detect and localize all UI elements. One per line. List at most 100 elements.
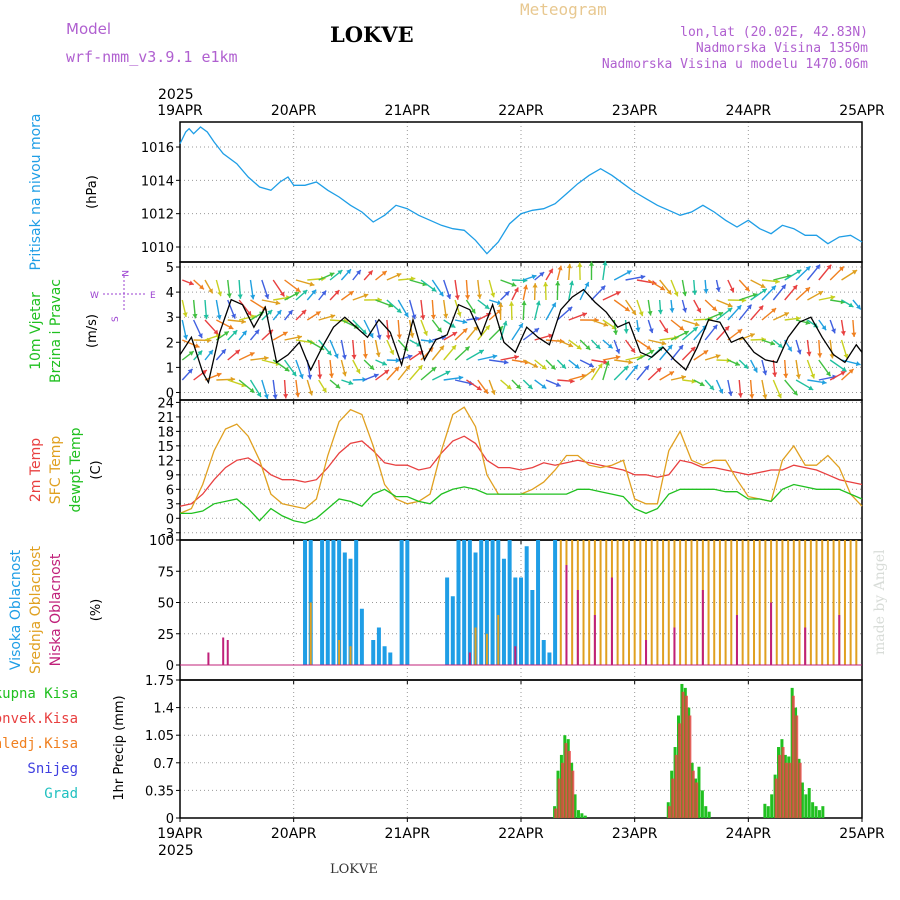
wind-arrowhead <box>396 272 402 278</box>
wind-arrowhead <box>590 368 596 374</box>
precip-ytick-label: 0.35 <box>145 784 174 799</box>
wind-arrowhead <box>727 307 733 313</box>
wind-arrowhead <box>848 302 854 308</box>
wind-arrowhead <box>213 329 219 335</box>
wind-arrowhead <box>250 294 256 300</box>
wind-arrowhead <box>291 371 297 377</box>
wind-arrowhead <box>703 288 709 294</box>
wind-arrowhead <box>762 370 768 376</box>
wind-arrowhead <box>795 374 801 379</box>
precip-bar-0 <box>804 794 808 818</box>
watermark: made by Angel <box>872 549 888 656</box>
wind-arrowhead <box>282 331 288 337</box>
wind-arrowhead <box>321 387 327 393</box>
wind-arrowhead <box>405 365 411 371</box>
wind-arrowhead <box>694 321 700 327</box>
wind-arrowhead <box>476 294 483 299</box>
pressure-panel: 1010 1012 1014 1016 Pritisak na nivou mora (h… <box>28 113 863 271</box>
precip-bar-1 <box>691 770 695 818</box>
wind-arrowhead <box>197 333 203 339</box>
cloud-bar-1 <box>679 540 682 665</box>
wind-arrowhead <box>287 310 293 316</box>
temp-line-2 <box>180 483 863 524</box>
wind-arrowhead <box>696 307 701 313</box>
precip-bar-0 <box>704 806 708 818</box>
wind-arrowhead <box>241 382 247 388</box>
cloud-bar-0 <box>376 627 381 665</box>
wind-arrowhead <box>439 345 444 351</box>
wind-arrowhead <box>737 393 743 398</box>
cloud-bar-0 <box>490 540 495 665</box>
wind-arrowhead <box>532 283 538 288</box>
x-tick-bottom: 20APR <box>271 826 317 842</box>
cloud-bar-1 <box>497 615 500 665</box>
cloud-bar-1 <box>582 540 585 665</box>
cloud-bar-0 <box>405 540 410 665</box>
wind-arrowhead <box>734 361 740 366</box>
precip-ytick-label: 0.7 <box>153 757 174 772</box>
wind-arrowhead <box>808 385 814 391</box>
wind-arrowhead <box>628 359 633 365</box>
precip-bar-1 <box>798 762 802 818</box>
cloud-bar-0 <box>303 540 308 665</box>
wind-arrowhead <box>770 340 776 346</box>
cloud-bar-1 <box>724 540 727 665</box>
wind-arrowhead <box>633 364 638 370</box>
wind-arrowhead <box>851 332 857 337</box>
year-top: 2025 <box>158 87 194 103</box>
wind-arrowhead <box>597 363 603 369</box>
temp-ytick-label: 18 <box>157 425 174 440</box>
wind-arrowhead <box>818 291 824 296</box>
precip-bar-1 <box>561 762 565 818</box>
cloud-bar-0 <box>547 652 552 665</box>
precip-bar-0 <box>700 790 704 818</box>
cloud-bar-0 <box>450 596 455 665</box>
wind-arrowhead <box>295 287 301 292</box>
wind-arrowhead <box>254 329 260 335</box>
wind-arrowhead <box>420 315 426 320</box>
wind-arrowhead <box>216 372 222 378</box>
wind-arrowhead <box>825 371 831 377</box>
wind-arrowhead <box>777 343 783 348</box>
wind-arrowhead <box>348 380 354 386</box>
wind-arrowhead <box>384 369 389 375</box>
wind-arrowhead <box>348 291 354 296</box>
wind-arrowhead <box>661 340 667 346</box>
precip-ytick-label: 1.75 <box>145 674 174 689</box>
wind-arrowhead <box>541 364 547 370</box>
wind-arrowhead <box>183 334 189 340</box>
wind-arrowhead <box>777 393 782 399</box>
wind-arrowhead <box>232 330 238 336</box>
wind-arrowhead <box>464 295 471 300</box>
cloud-bar-1 <box>338 640 341 665</box>
wind-arrowhead <box>237 294 243 299</box>
cloud-bar-1 <box>633 540 636 665</box>
wind-arrowhead <box>203 314 209 320</box>
temp-label-sfc: SFC Temp <box>48 436 64 505</box>
wind-arrowhead <box>199 284 204 290</box>
wind-arrowhead <box>534 328 540 333</box>
temp-line-0 <box>179 435 863 507</box>
x-tick-bottom: 25APR <box>839 826 885 842</box>
temp-ytick-label: 3 <box>166 498 174 513</box>
wind-arrowhead <box>681 374 686 380</box>
cloud-bar-1 <box>775 540 778 665</box>
elevation: Nadmorska Visina 1350m <box>695 41 868 56</box>
precip-ytick-label: 1.05 <box>145 729 174 744</box>
cloud-bar-2 <box>673 627 676 665</box>
wind-arrowhead <box>752 367 758 373</box>
wind-arrowhead <box>308 390 314 396</box>
cloud-bar-1 <box>718 540 721 665</box>
wind-arrowhead <box>783 373 789 379</box>
wind-arrowhead <box>394 366 400 372</box>
wind-arrowhead <box>356 269 361 275</box>
wind-arrowhead <box>346 269 351 275</box>
wind-arrowhead <box>315 311 321 316</box>
cloud-bar-1 <box>826 540 829 665</box>
precip-bar-1 <box>678 723 682 818</box>
cloud-bar-2 <box>701 590 704 665</box>
wind-arrowhead <box>502 320 508 326</box>
cloud-bar-0 <box>519 577 523 665</box>
temp-ytick-label: 9 <box>166 469 174 484</box>
cloud-bar-1 <box>690 540 693 665</box>
